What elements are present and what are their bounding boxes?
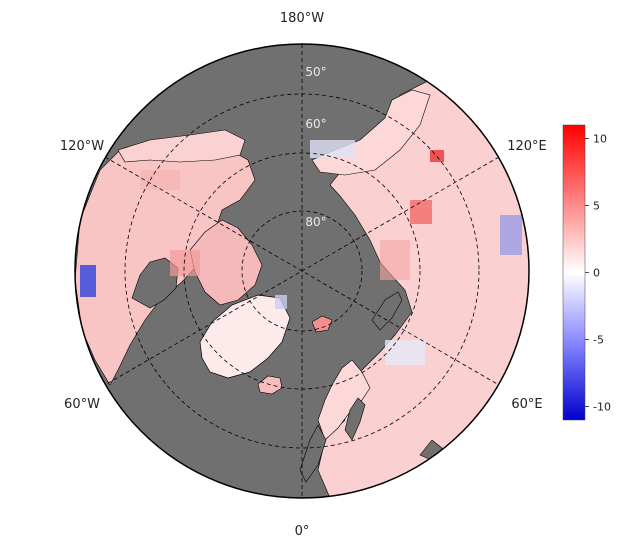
land-anomaly-field — [75, 79, 529, 498]
map-disk — [75, 44, 529, 498]
land-novaya-zemlya — [371, 291, 403, 331]
anomaly-patch — [430, 150, 444, 162]
longitude-label-60e: 60°E — [511, 397, 542, 412]
longitude-label-180w: 180°W — [280, 11, 324, 26]
anomaly-patch — [140, 170, 180, 190]
north-sea — [299, 424, 327, 483]
latitude-label-50: 50° — [305, 65, 326, 79]
land-greenland — [199, 294, 291, 379]
land-scandinavia — [317, 359, 371, 441]
anomaly-patch — [80, 265, 96, 297]
land-iceland — [257, 375, 283, 395]
colorbar: 10 5 0 -5 -10 — [562, 124, 611, 421]
map-boundary — [74, 43, 530, 499]
longitude-label-60w: 60°W — [64, 397, 100, 412]
land-alaska — [117, 129, 246, 163]
baltic-sea — [344, 397, 366, 441]
colorbar-tick-label: 10 — [593, 132, 607, 145]
latitude-label-80: 80° — [305, 215, 326, 229]
graticule — [104, 44, 500, 498]
colorbar-tick-label: -10 — [593, 401, 611, 414]
latitude-label-60: 60° — [305, 117, 326, 131]
land-arctic-archipelago — [189, 219, 263, 306]
anomaly-patch — [275, 295, 287, 309]
colorbar-ticks: 10 5 0 -5 -10 — [585, 132, 611, 414]
meridian-120e-60w — [104, 156, 500, 386]
colorbar-ramp — [562, 124, 586, 421]
colorbar-tick-label: 0 — [593, 267, 600, 280]
land-svalbard — [311, 315, 333, 333]
longitude-label-120e: 120°E — [507, 139, 547, 154]
longitude-label-0: 0° — [295, 524, 310, 539]
anomaly-patch — [478, 100, 490, 116]
anomaly-patch — [310, 140, 355, 158]
anomaly-patch — [385, 340, 425, 365]
colorbar-tick-label: -5 — [593, 334, 604, 347]
anomaly-patch — [380, 240, 410, 280]
anomaly-patch — [410, 200, 432, 224]
colorbar-tick-label: 5 — [593, 199, 600, 212]
longitude-label-120w: 120°W — [60, 139, 104, 154]
anomaly-patch — [500, 215, 522, 255]
